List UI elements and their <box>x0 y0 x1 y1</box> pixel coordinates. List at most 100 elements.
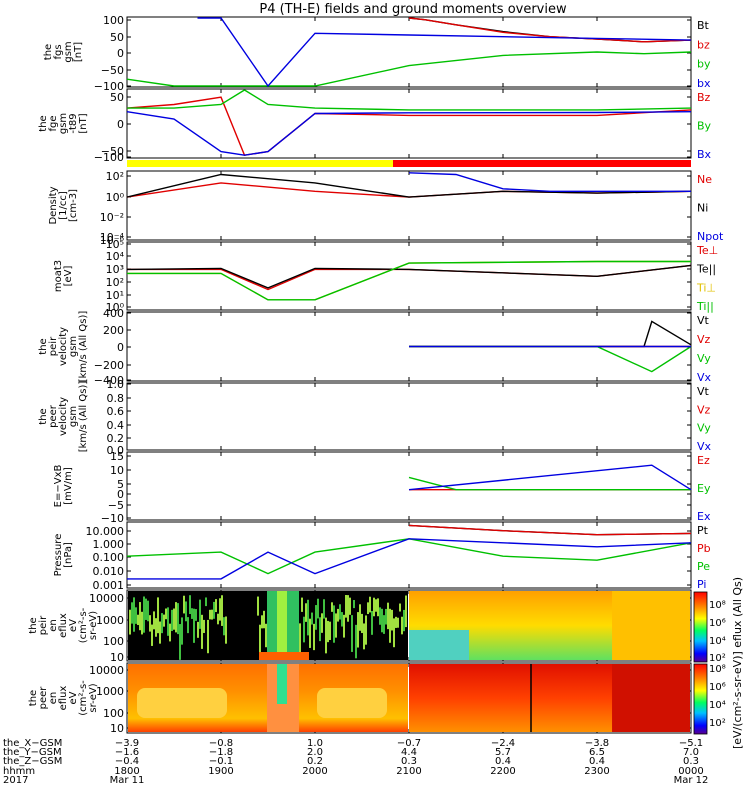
x-tick-value: −0.8 <box>209 738 233 749</box>
peir-noise <box>175 602 177 633</box>
peir-noise <box>143 596 145 633</box>
peir-noise <box>217 613 219 625</box>
peir-noise <box>221 595 223 626</box>
peir-noise <box>315 605 317 630</box>
peir-noise <box>313 623 315 651</box>
y-tick-label: 10⁴ <box>106 250 125 263</box>
peir-noise <box>163 614 165 627</box>
panel-frame <box>126 170 692 241</box>
peir-noise <box>379 607 381 625</box>
peir-noise <box>355 624 357 659</box>
peer-left-blob <box>317 688 387 718</box>
peir-noise <box>401 616 403 635</box>
panel-ylabel: peir <box>38 615 49 635</box>
peir-noise <box>325 617 327 654</box>
x-row-label: the_Y−GSM <box>3 747 62 758</box>
peir-noise <box>191 608 193 619</box>
y-tick-label: 15 <box>110 450 124 463</box>
trace-bz <box>408 17 692 43</box>
trace-Ex <box>408 464 692 491</box>
x-row-label: hhmm <box>3 766 35 777</box>
panel-ylabel: (cm²-s- <box>78 680 89 716</box>
peir-noise <box>157 597 159 634</box>
panel-ylabel: peir <box>48 336 59 356</box>
colorbar-tick-upper: 10⁸ <box>709 600 726 611</box>
x-tick-value: −3.9 <box>115 738 139 749</box>
peir-spectrogram <box>128 591 690 660</box>
panel-ylabel: peer <box>38 686 49 710</box>
status-bar-red <box>393 160 691 167</box>
legend-density-2: Npot <box>697 230 724 243</box>
colorbar-tick-lower: 10⁴ <box>709 700 726 711</box>
x-tick-value: 1800 <box>114 766 139 777</box>
panel-ylabel: gsm <box>63 41 74 62</box>
y-tick-label: 400 <box>103 307 124 320</box>
y-tick-label: −10 <box>101 512 124 525</box>
panel-ylabel: en <box>48 692 59 705</box>
panel-frame <box>126 241 692 311</box>
y-tick-label: 10000 <box>89 664 124 677</box>
peir-noise <box>159 621 161 644</box>
panel-ylabel: eV <box>68 691 79 704</box>
legend-peir_v-1: Vz <box>697 333 711 346</box>
x-tick-value: 0.4 <box>589 756 605 767</box>
legend-efield-1: Ey <box>697 482 711 495</box>
peir-noise <box>139 602 141 631</box>
legend-temp-0: Te⊥ <box>696 244 718 257</box>
peir-low-energy <box>259 652 309 660</box>
colorbar-tick-upper: 10⁴ <box>709 636 726 647</box>
x-tick-value: 6.5 <box>589 747 605 758</box>
panel-ylabel: gsm <box>68 336 79 357</box>
peir-noise <box>303 616 305 643</box>
peir-noise <box>335 613 337 638</box>
peir-noise <box>205 597 207 607</box>
peir-noise <box>213 601 215 619</box>
peir-noise <box>259 624 261 653</box>
peir-noise <box>343 614 345 638</box>
peir-noise <box>185 601 187 622</box>
x-tick-value: 2300 <box>584 766 609 777</box>
x-tick-value: 5.7 <box>495 747 511 758</box>
x-date-label: Mar 12 <box>674 775 709 786</box>
y-tick-label: 0 <box>117 47 124 60</box>
peir-noise <box>165 608 167 620</box>
y-tick-label: 0 <box>117 488 124 501</box>
panel-ylabel: moat3 <box>53 260 64 292</box>
peir-noise <box>149 615 151 632</box>
peir-noise <box>211 609 213 620</box>
peir-noise <box>307 599 309 636</box>
panel-ylabel: velocity <box>58 327 69 366</box>
x-tick-value: −1.8 <box>209 747 233 758</box>
panel-ylabel: [nT] <box>78 113 89 133</box>
legend-pressure-3: Pi <box>697 578 706 591</box>
peir-noise <box>195 609 197 621</box>
panel-frame <box>126 521 692 589</box>
peir-noise <box>377 598 379 617</box>
peir-noise <box>397 617 399 628</box>
peir-noise <box>161 613 163 634</box>
y-tick-label: 10⁻² <box>100 211 124 224</box>
peir-column-core <box>277 591 287 660</box>
trace-Ey <box>408 476 691 491</box>
panel-peir_spec: the peir en eflux eV (cm²-s-sr-eV) 10000 1000 10… <box>28 589 692 664</box>
y-tick-label: 10² <box>106 170 124 183</box>
x-tick-value: 1.0 <box>307 738 323 749</box>
legend-fgs-0: Bt <box>697 19 710 32</box>
panel-ylabel: fgs <box>53 44 64 59</box>
x-tick-value: 0000 <box>678 766 703 777</box>
y-tick-label: 1000 <box>96 685 124 698</box>
y-tick-label: 5 <box>117 478 124 491</box>
y-tick-label: 10² <box>106 276 124 289</box>
y-tick-label: 0.2 <box>107 432 125 445</box>
peir-noise <box>153 611 155 630</box>
peir-noise <box>257 596 259 616</box>
peir-noise <box>319 617 321 642</box>
peir-noise <box>197 621 199 638</box>
y-tick-label: 0.100 <box>93 551 125 564</box>
colorbar-tick-upper: 10⁶ <box>709 618 726 629</box>
panel-ylabel: [cm-3] <box>68 189 79 222</box>
legend-density-0: Ne <box>697 173 712 186</box>
